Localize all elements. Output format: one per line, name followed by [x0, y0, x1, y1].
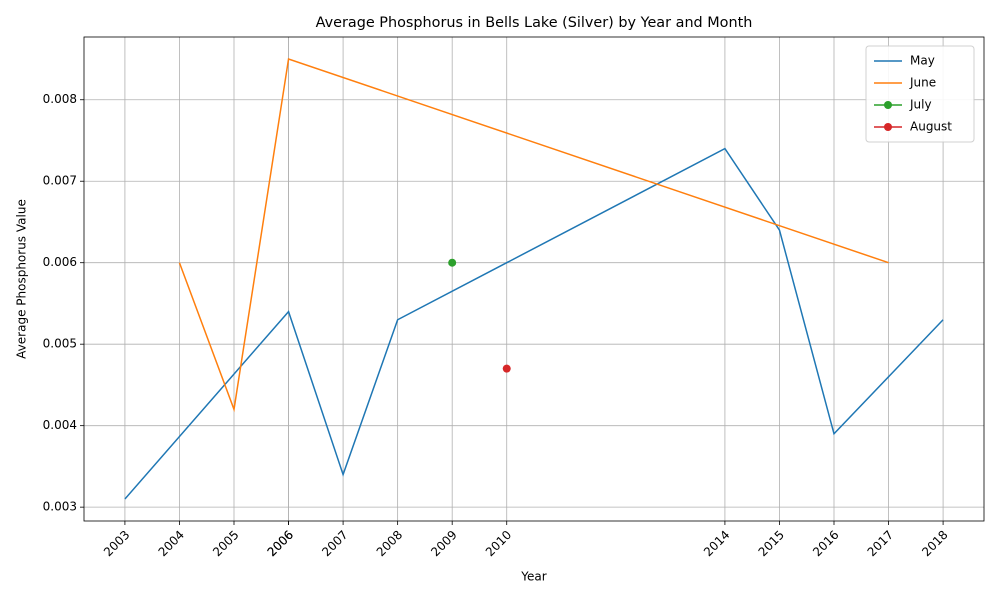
y-tick-label: 0.003 — [43, 500, 77, 514]
y-axis-label: Average Phosphorus Value — [15, 199, 29, 359]
legend-box — [865, 45, 975, 143]
x-tick-label: 2003 — [101, 528, 132, 559]
x-tick-label: 2016 — [810, 528, 841, 559]
y-tick-label: 0.005 — [43, 337, 77, 351]
series-line — [178, 58, 889, 413]
x-tick-label: 2008 — [374, 528, 405, 559]
x-tick-label: 2009 — [428, 528, 459, 559]
x-tick-label: 2015 — [756, 528, 787, 559]
x-axis-label: Year — [520, 570, 546, 584]
x-tick-label: 2018 — [919, 528, 950, 559]
x-tick-label: 2010 — [483, 528, 514, 559]
legend-label: August — [910, 120, 952, 134]
legend-label: July — [909, 98, 932, 112]
x-tick-label: 2014 — [701, 528, 732, 559]
series-line — [124, 147, 944, 500]
y-tick-label: 0.004 — [43, 418, 77, 432]
x-tick-label: 2007 — [319, 528, 350, 559]
point — [448, 258, 457, 267]
legend-marker — [884, 123, 892, 131]
plot-frame — [83, 36, 985, 522]
x-tick-label: 2004 — [156, 528, 187, 559]
x-tick-label: 2017 — [865, 528, 896, 559]
y-tick-label: 0.007 — [43, 174, 77, 188]
y-tick-label: 0.006 — [43, 255, 77, 269]
legend-label: May — [910, 54, 935, 68]
x-tick-label: 2006 — [265, 528, 296, 559]
y-tick-label: 0.008 — [43, 92, 77, 106]
chart-title: Average Phosphorus in Bells Lake (Silver… — [316, 15, 753, 31]
x-tick-label: 2005 — [210, 528, 241, 559]
point — [502, 364, 511, 373]
legend-marker — [884, 101, 892, 109]
legend-label: June — [909, 76, 936, 90]
